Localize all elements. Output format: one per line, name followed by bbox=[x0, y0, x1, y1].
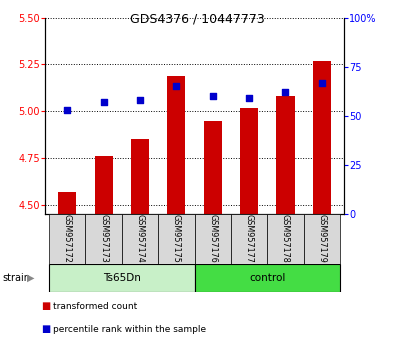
Text: GSM957179: GSM957179 bbox=[317, 213, 326, 262]
Point bbox=[137, 97, 143, 103]
Text: GSM957176: GSM957176 bbox=[208, 213, 217, 262]
Point bbox=[100, 99, 107, 105]
Bar bbox=[58, 192, 76, 214]
Bar bbox=[240, 108, 258, 214]
Text: ■: ■ bbox=[41, 324, 51, 334]
Bar bbox=[276, 96, 295, 214]
Text: Ts65Dn: Ts65Dn bbox=[103, 273, 141, 283]
Bar bbox=[85, 214, 122, 264]
Text: GSM957174: GSM957174 bbox=[135, 213, 145, 262]
Text: GSM957175: GSM957175 bbox=[172, 213, 181, 262]
Bar bbox=[231, 214, 267, 264]
Point bbox=[246, 96, 252, 101]
Bar bbox=[204, 121, 222, 214]
Text: GSM957178: GSM957178 bbox=[281, 213, 290, 262]
Point bbox=[282, 90, 289, 95]
Text: GSM957177: GSM957177 bbox=[245, 213, 254, 262]
Text: GSM957172: GSM957172 bbox=[63, 213, 72, 262]
Text: ■: ■ bbox=[41, 301, 51, 311]
Text: ▶: ▶ bbox=[27, 273, 34, 283]
Bar bbox=[167, 76, 185, 214]
Bar bbox=[267, 214, 304, 264]
Point bbox=[319, 80, 325, 85]
Bar bbox=[49, 264, 194, 292]
Text: percentile rank within the sample: percentile rank within the sample bbox=[53, 325, 207, 334]
Text: GDS4376 / 10447773: GDS4376 / 10447773 bbox=[130, 12, 265, 25]
Bar bbox=[313, 61, 331, 214]
Bar bbox=[122, 214, 158, 264]
Bar bbox=[194, 264, 340, 292]
Point bbox=[64, 107, 70, 113]
Point bbox=[173, 84, 179, 89]
Text: control: control bbox=[249, 273, 286, 283]
Bar bbox=[304, 214, 340, 264]
Point bbox=[210, 93, 216, 99]
Bar bbox=[194, 214, 231, 264]
Text: GSM957173: GSM957173 bbox=[99, 213, 108, 262]
Bar bbox=[158, 214, 195, 264]
Bar bbox=[131, 139, 149, 214]
Bar bbox=[94, 156, 113, 214]
Text: strain: strain bbox=[2, 273, 30, 283]
Text: transformed count: transformed count bbox=[53, 302, 137, 311]
Bar bbox=[49, 214, 85, 264]
